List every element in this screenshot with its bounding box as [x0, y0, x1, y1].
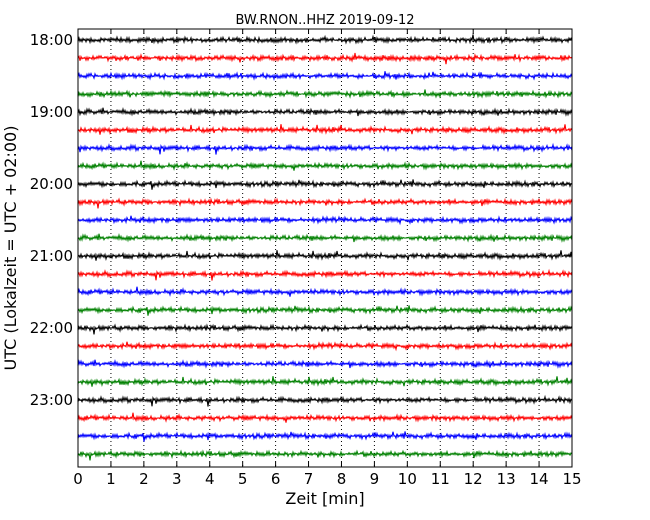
y-tick-label: 19:00 — [30, 103, 73, 121]
x-tick-label: 10 — [398, 470, 417, 488]
x-tick-label: 11 — [431, 470, 450, 488]
y-tick-label: 21:00 — [30, 247, 73, 265]
trace-line — [77, 305, 573, 316]
y-axis: 18:00 19:00 20:00 21:00 22:00 23:00 — [30, 31, 572, 409]
x-tick-label: 0 — [73, 470, 83, 488]
trace-group — [77, 34, 573, 461]
trace-line — [77, 197, 573, 209]
y-axis-label: UTC (Lokalzeit = UTC + 02:00) — [1, 126, 20, 371]
trace-line — [77, 233, 573, 243]
trace-line — [77, 160, 573, 171]
x-tick-label: 7 — [304, 470, 314, 488]
x-axis: 0 1 2 3 4 5 6 7 8 9 10 11 12 13 14 15 — [73, 29, 582, 488]
x-tick-label: 5 — [238, 470, 248, 488]
x-tick-label: 8 — [337, 470, 347, 488]
x-tick-label: 3 — [172, 470, 182, 488]
trace-line — [77, 268, 573, 281]
trace-line — [77, 341, 573, 352]
trace-line — [77, 107, 573, 117]
x-tick-label: 14 — [530, 470, 549, 488]
x-tick-label: 13 — [497, 470, 516, 488]
trace-line — [77, 412, 573, 423]
y-tick-label: 18:00 — [30, 31, 73, 49]
y-tick-label: 23:00 — [30, 391, 73, 409]
x-tick-label: 2 — [139, 470, 149, 488]
trace-line — [77, 179, 573, 190]
trace-line — [77, 89, 573, 99]
x-tick-label: 12 — [464, 470, 483, 488]
x-tick-label: 6 — [271, 470, 281, 488]
x-tick-label: 4 — [205, 470, 215, 488]
trace-line — [77, 359, 573, 369]
trace-line — [77, 215, 573, 226]
trace-line — [77, 431, 573, 442]
trace-line — [77, 323, 573, 335]
x-axis-label: Zeit [min] — [285, 489, 364, 508]
x-tick-label: 1 — [106, 470, 116, 488]
trace-line — [77, 394, 573, 407]
x-tick-label: 15 — [562, 470, 581, 488]
trace-line — [77, 124, 573, 136]
y-tick-label: 20:00 — [30, 175, 73, 193]
trace-line — [77, 250, 573, 262]
trace-line — [77, 142, 573, 155]
trace-line — [77, 376, 573, 388]
x-tick-label: 9 — [370, 470, 380, 488]
y-tick-label: 22:00 — [30, 319, 73, 337]
plot-frame — [77, 28, 573, 468]
trace-line — [77, 34, 573, 45]
trace-line — [77, 71, 573, 82]
trace-line — [77, 449, 573, 461]
trace-line — [77, 52, 573, 65]
chart-title: BW.RNON..HHZ 2019-09-12 — [235, 13, 414, 28]
trace-line — [77, 286, 573, 297]
